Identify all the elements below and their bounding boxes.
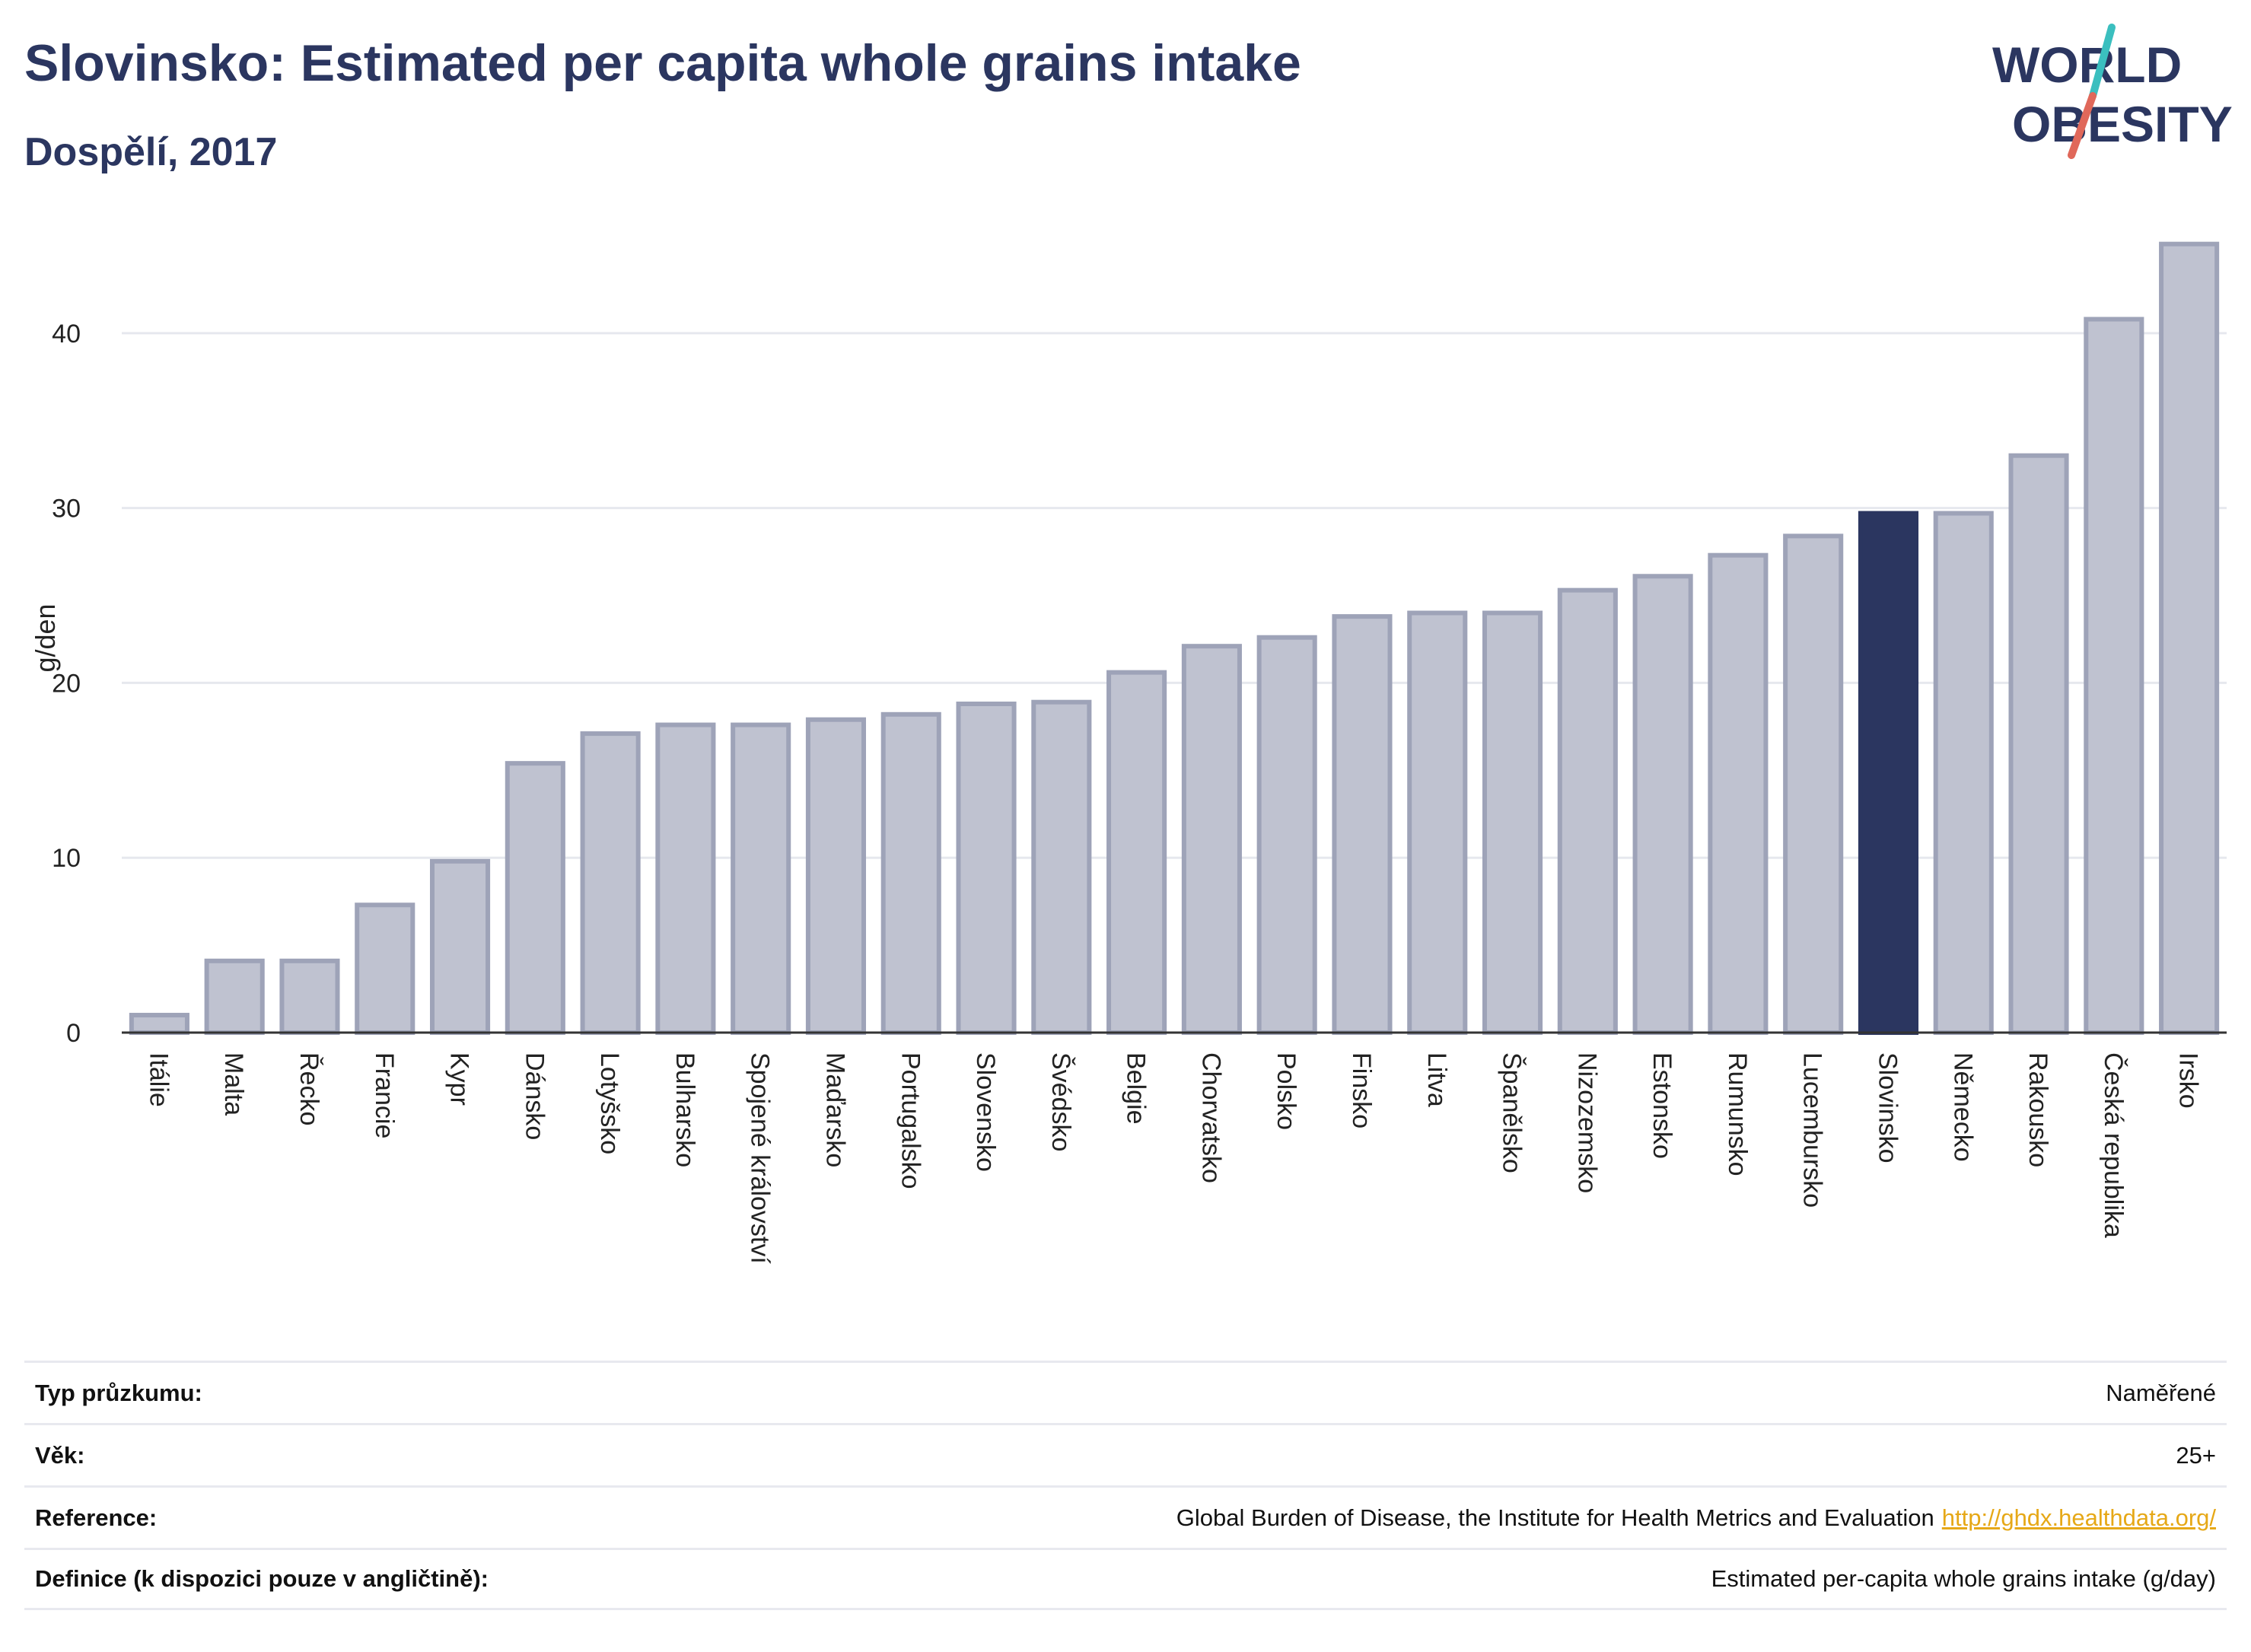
- x-tick-label: Spojené království: [746, 1052, 775, 1264]
- x-tick-label: Švédsko: [1046, 1052, 1075, 1151]
- bar: [355, 902, 415, 1035]
- bar: [880, 711, 941, 1035]
- x-tick-label: Irsko: [2174, 1052, 2203, 1109]
- bar-chart: 0 10 20 30 40 g/den Itálie Malta Řecko Francie Kyp…: [30, 241, 2227, 1264]
- x-tick-label: Litva: [1422, 1052, 1451, 1107]
- info-row-age: Věk: 25+: [24, 1423, 2227, 1485]
- x-tick-label: Finsko: [1347, 1052, 1376, 1128]
- bar: [2159, 241, 2220, 1035]
- x-tick-label: Bulharsko: [670, 1052, 699, 1167]
- bar: [2084, 317, 2144, 1036]
- y-tick-label: 20: [52, 669, 81, 698]
- bar: [505, 761, 565, 1035]
- bar: [1933, 511, 1994, 1035]
- x-tick-label: Nizozemsko: [1572, 1052, 1601, 1193]
- info-label: Věk:: [35, 1441, 85, 1469]
- x-tick-label: Německo: [1948, 1052, 1977, 1162]
- info-value: Estimated per-capita whole grains intake…: [1711, 1565, 2216, 1592]
- bar: [1031, 699, 1092, 1035]
- bar: [279, 958, 340, 1036]
- info-row-reference: Reference: Global Burden of Disease, the…: [24, 1485, 2227, 1548]
- chart-subtitle: Dospělí, 2017: [24, 130, 278, 174]
- bar: [1557, 587, 1618, 1035]
- bar: [1482, 610, 1543, 1035]
- bar: [1708, 552, 1769, 1035]
- info-value: Naměřené: [2106, 1379, 2216, 1406]
- bar: [956, 702, 1017, 1035]
- bar: [429, 858, 491, 1035]
- logo-slash-red: [2068, 92, 2097, 159]
- info-label: Reference:: [35, 1504, 158, 1531]
- logo-slash-teal: [2089, 24, 2116, 100]
- bar: [655, 722, 716, 1035]
- bar: [1106, 670, 1167, 1035]
- x-tick-label: Chorvatsko: [1196, 1052, 1225, 1183]
- x-tick-label: Polsko: [1272, 1052, 1301, 1130]
- x-tick-label: Itálie: [144, 1052, 173, 1107]
- bar: [805, 717, 867, 1036]
- bar: [1332, 614, 1393, 1035]
- info-label: Definice (k dispozici pouze v angličtině…: [35, 1565, 489, 1592]
- info-table: Typ průzkumu: Naměřené Věk: 25+ Referenc…: [24, 1361, 2227, 1610]
- y-tick-label: 10: [52, 844, 81, 873]
- x-tick-label: Malta: [219, 1052, 248, 1116]
- x-tick-label: Španělsko: [1498, 1052, 1527, 1173]
- x-tick-label: Řecko: [295, 1052, 323, 1125]
- logo-line1: WORLD: [1992, 37, 2182, 93]
- bar: [1632, 574, 1693, 1035]
- y-axis-label: g/den: [30, 603, 61, 672]
- x-tick-label: Lotyšsko: [595, 1052, 624, 1154]
- bar: [731, 722, 791, 1035]
- chart-title: Slovinsko: Estimated per capita whole gr…: [24, 34, 1301, 92]
- x-tick-label: Slovinsko: [1873, 1052, 1902, 1163]
- x-tick-label: Kypr: [445, 1052, 474, 1106]
- y-tick-label: 40: [52, 320, 81, 349]
- bar: [2008, 453, 2069, 1035]
- x-tick-label: Česká republika: [2099, 1052, 2128, 1238]
- bar: [1181, 644, 1242, 1035]
- x-tick-label: Lucembursko: [1798, 1052, 1827, 1208]
- info-row-definition: Definice (k dispozici pouze v angličtině…: [24, 1548, 2227, 1610]
- x-tick-label: Estonsko: [1648, 1052, 1676, 1159]
- x-tick-label: Francie: [370, 1052, 399, 1138]
- world-obesity-logo: WORLD OBESITY: [1992, 24, 2233, 159]
- info-value: 25+: [2176, 1441, 2216, 1469]
- info-value-reference: Global Burden of Disease, the Institute …: [1176, 1504, 2216, 1532]
- x-tick-label: Portugalsko: [896, 1052, 925, 1189]
- x-tick-label: Slovensko: [971, 1052, 1000, 1172]
- reference-link[interactable]: http://ghdx.healthdata.org/: [1941, 1504, 2216, 1531]
- bar: [1256, 635, 1317, 1035]
- bar-highlight: [1858, 511, 1919, 1035]
- bar: [1407, 610, 1468, 1035]
- reference-text: Global Burden of Disease, the Institute …: [1176, 1504, 1934, 1531]
- x-tick-label: Dánsko: [520, 1052, 549, 1140]
- x-tick-label: Rakousko: [2023, 1052, 2052, 1167]
- y-tick-label: 0: [66, 1019, 81, 1048]
- bar: [204, 958, 265, 1036]
- logo-line2: OBESITY: [2012, 96, 2233, 152]
- x-tick-label: Rumunsko: [1723, 1052, 1752, 1176]
- y-tick-label: 30: [52, 495, 81, 524]
- info-row-survey-type: Typ průzkumu: Naměřené: [24, 1361, 2227, 1423]
- x-tick-label: Belgie: [1122, 1052, 1151, 1125]
- x-tick-label: Maďarsko: [820, 1052, 849, 1167]
- bar: [1783, 533, 1844, 1035]
- bar: [129, 1013, 189, 1035]
- info-label: Typ průzkumu:: [35, 1379, 202, 1406]
- bar: [580, 731, 641, 1035]
